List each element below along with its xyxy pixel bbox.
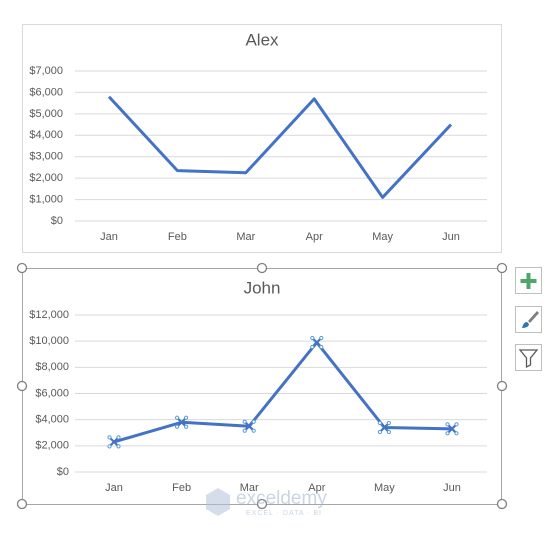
marker — [242, 419, 256, 433]
handle[interactable] — [16, 498, 28, 510]
handle[interactable] — [496, 380, 508, 392]
marker-dot — [184, 424, 189, 429]
marker-x — [379, 422, 390, 433]
watermark-name: exceldemy — [236, 488, 327, 509]
marker-dot — [251, 419, 256, 424]
x-tick-label: Mar — [240, 482, 259, 494]
plus-icon[interactable] — [520, 273, 537, 289]
watermark-logo — [206, 488, 230, 516]
marker-dot — [175, 424, 180, 429]
filter-icon[interactable] — [518, 349, 539, 369]
marker-x — [108, 436, 120, 448]
handle[interactable] — [496, 262, 508, 274]
marker-dot — [310, 335, 315, 341]
marker-dot — [319, 344, 324, 350]
y-tick-label: $4,000 — [29, 129, 63, 141]
handle[interactable] — [16, 380, 28, 392]
handle[interactable] — [496, 498, 508, 510]
chart-area — [22, 24, 502, 253]
y-tick-label: $10,000 — [29, 335, 69, 347]
x-tick-label: Jan — [100, 231, 118, 243]
line — [113, 340, 453, 444]
marker-dot — [116, 444, 121, 449]
x-tick-label: Apr — [306, 231, 323, 243]
marker-dot — [107, 444, 112, 449]
handle[interactable] — [256, 262, 268, 274]
marker-x — [176, 417, 187, 428]
marker-dot — [454, 422, 459, 427]
button-frame[interactable] — [515, 306, 542, 333]
marker-dot — [445, 422, 450, 427]
marker-dot — [386, 429, 391, 435]
marker — [445, 422, 459, 436]
marker-dot — [319, 335, 324, 341]
marker-dot — [107, 435, 112, 440]
marker-dot — [377, 429, 382, 435]
x-tick-label: Jan — [105, 482, 123, 494]
chart-area[interactable] — [22, 268, 502, 505]
marker-x — [311, 337, 323, 348]
x-tick-label: May — [372, 231, 393, 243]
chart-title: Alex — [245, 30, 279, 49]
marker-dot — [251, 428, 256, 433]
marker — [310, 335, 324, 350]
marker-x — [446, 423, 458, 435]
y-tick-label: $8,000 — [35, 361, 69, 373]
marker-dot — [184, 415, 189, 420]
x-tick-label: Feb — [168, 231, 187, 243]
y-tick-label: $6,000 — [29, 86, 63, 98]
y-tick-label: $6,000 — [35, 387, 69, 399]
marker-dot — [445, 431, 450, 436]
x-tick-label: Jun — [443, 482, 461, 494]
y-tick-label: $2,000 — [35, 440, 69, 452]
chart-elements-button[interactable] — [515, 267, 542, 294]
y-tick-label: $0 — [51, 215, 63, 227]
chart-filters-button[interactable] — [515, 344, 542, 371]
marker-dot — [377, 420, 382, 426]
marker-dot — [454, 431, 459, 436]
handle[interactable] — [256, 498, 268, 510]
chart-title: John — [244, 278, 281, 297]
marker-x — [243, 420, 255, 432]
marker — [175, 415, 189, 429]
x-tick-label: Jun — [442, 231, 460, 243]
marker-dot — [242, 419, 247, 424]
y-tick-label: $4,000 — [35, 414, 69, 426]
marker-dot — [310, 344, 315, 350]
marker — [377, 420, 391, 435]
x-tick-label: Mar — [236, 231, 255, 243]
y-tick-label: $5,000 — [29, 108, 63, 120]
marker-dot — [116, 435, 121, 440]
y-tick-label: $7,000 — [29, 65, 63, 77]
brush-handle[interactable] — [528, 311, 539, 323]
line — [107, 95, 453, 199]
y-tick-label: $2,000 — [29, 172, 63, 184]
y-tick-label: $1,000 — [29, 193, 63, 205]
selection-handles[interactable] — [16, 262, 508, 510]
chart-styles-button[interactable] — [515, 306, 542, 333]
marker-dot — [175, 415, 180, 420]
x-tick-label: Feb — [172, 482, 191, 494]
watermark: exceldemy EXCEL · DATA · BI — [206, 488, 327, 517]
marker-dot — [242, 428, 247, 433]
y-tick-label: $0 — [57, 466, 69, 478]
brush-tip[interactable] — [522, 322, 529, 328]
x-tick-label: May — [374, 482, 395, 494]
x-tick-label: Apr — [308, 482, 325, 494]
marker-dot — [386, 420, 391, 426]
y-tick-label: $12,000 — [29, 309, 69, 321]
y-tick-label: $3,000 — [29, 151, 63, 163]
marker — [107, 435, 121, 449]
watermark-tagline: EXCEL · DATA · BI — [246, 510, 322, 517]
handle[interactable] — [16, 262, 28, 274]
